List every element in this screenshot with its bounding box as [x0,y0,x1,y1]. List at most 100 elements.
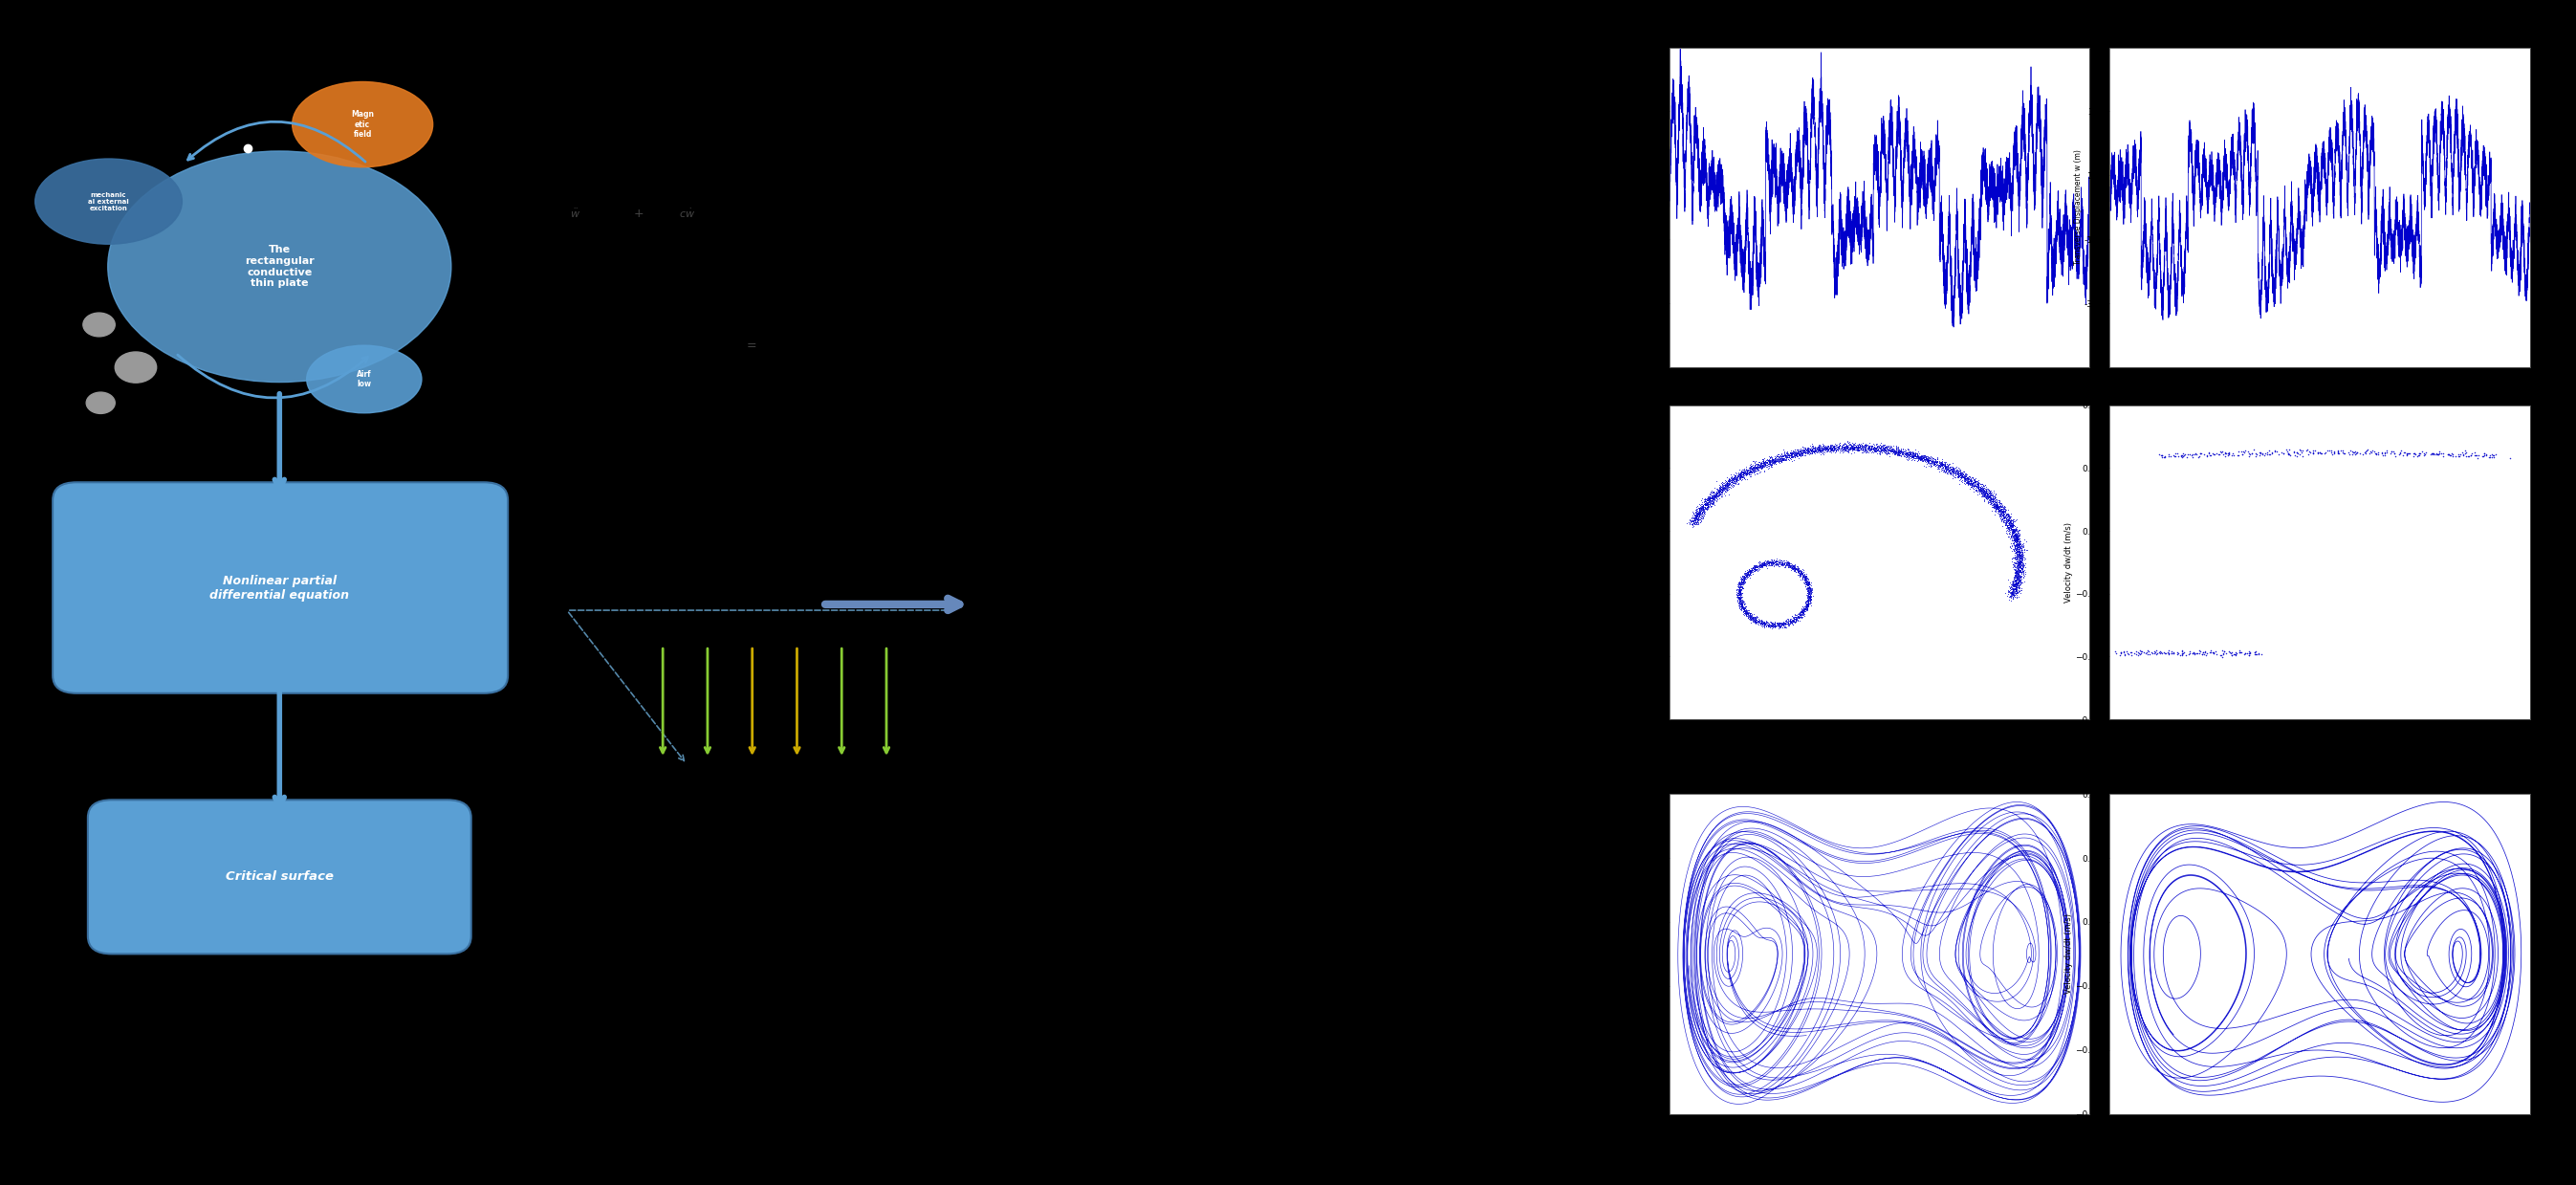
Point [1996,536,2038,555]
Point [2136,645,2177,664]
Point [1780,565,1821,584]
Point [1968,485,2009,504]
Point [1922,456,1963,475]
Point [2004,566,2045,585]
Point [1893,446,1935,465]
Point [1973,497,2014,515]
Point [1999,565,2040,584]
Point [1736,610,1777,629]
Point [1960,480,2002,499]
Point [1904,451,1945,470]
Point [1860,444,1901,463]
Point [1744,453,1785,472]
Point [1723,463,1765,482]
Point [1708,469,1749,488]
Point [1762,449,1803,468]
Point [1672,511,1713,530]
Point [2002,558,2043,577]
Point [1996,553,2038,572]
Point [1752,614,1793,633]
Point [1713,472,1754,491]
Point [1811,436,1852,455]
Point [1692,488,1734,507]
Point [1989,515,2030,534]
Point [1994,563,2035,582]
Point [1793,440,1834,459]
Point [2465,446,2506,465]
Point [1749,453,1790,472]
Point [1736,553,1777,572]
Point [1965,485,2007,504]
Point [1989,582,2030,601]
Point [1991,531,2032,550]
Point [1785,442,1826,461]
Point [1754,552,1795,571]
Point [1734,611,1775,630]
Point [1788,584,1829,603]
Point [1839,436,1880,455]
Point [1842,443,1883,462]
Point [1754,614,1795,633]
Point [1788,575,1829,594]
Point [1950,475,1991,494]
Point [1790,594,1832,613]
Point [1888,444,1929,463]
Point [2470,448,2512,467]
Point [2138,643,2179,662]
Point [1708,469,1749,488]
Point [1999,557,2040,576]
Point [1865,443,1906,462]
Point [1793,440,1834,459]
Point [1721,465,1762,483]
Point [1677,502,1718,521]
Point [1767,553,1808,572]
Point [1996,533,2038,552]
Point [1878,442,1919,461]
Point [1991,529,2032,547]
Point [1996,575,2038,594]
Point [1734,559,1775,578]
Point [1806,438,1847,457]
Point [1765,555,1806,574]
Point [2311,444,2352,463]
Point [1695,487,1736,506]
Point [1721,467,1762,486]
Point [1754,616,1795,635]
Point [1844,440,1886,459]
Point [1721,596,1762,615]
Point [1989,515,2030,534]
Point [1765,613,1806,632]
Point [1700,479,1741,498]
Point [1945,469,1986,488]
Point [1991,515,2032,534]
Point [1801,442,1842,461]
Point [1904,448,1945,467]
Point [1958,480,1999,499]
Point [1690,488,1731,507]
Point [1873,444,1914,463]
Point [1685,495,1726,514]
Point [1899,447,1940,466]
Point [1950,472,1991,491]
Point [1741,456,1783,475]
Point [1870,441,1911,460]
Point [1973,489,2014,508]
Point [1991,585,2032,604]
Point [1945,467,1986,486]
Point [1999,583,2040,602]
Point [1955,469,1996,488]
Point [1860,443,1901,462]
Point [1718,583,1759,602]
Point [1762,614,1803,633]
Point [1759,447,1801,466]
Point [1996,538,2038,557]
Point [1734,459,1775,478]
Point [1937,463,1978,482]
Point [1759,616,1801,635]
Point [1942,467,1984,486]
Point [1989,577,2030,596]
Point [1718,588,1759,607]
Point [1680,499,1721,518]
Point [1757,614,1798,633]
Point [1991,582,2032,601]
